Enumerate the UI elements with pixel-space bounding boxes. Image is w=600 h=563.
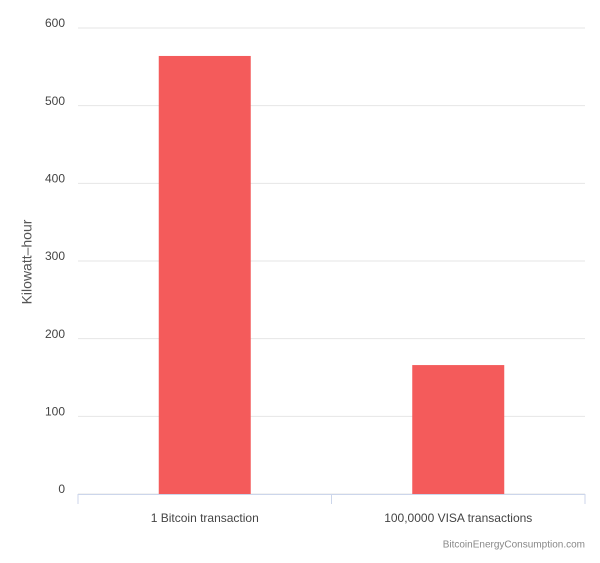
x-tick-label: 1 Bitcoin transaction [151, 511, 259, 525]
bar [412, 365, 505, 494]
credit: BitcoinEnergyConsumption.com [443, 540, 585, 551]
y-tick-label: 200 [45, 327, 65, 341]
x-tick-label: 100,0000 VISA transactions [384, 511, 532, 525]
y-tick-label: 100 [45, 405, 65, 419]
y-axis-label: Kilowatt–hour [19, 219, 35, 304]
y-tick-label: 0 [58, 482, 65, 496]
bar [158, 55, 251, 495]
y-tick-label: 600 [45, 16, 65, 30]
y-tick-label: 400 [45, 172, 65, 186]
y-tick-label: 500 [45, 94, 65, 108]
y-tick-label: 300 [45, 249, 65, 263]
